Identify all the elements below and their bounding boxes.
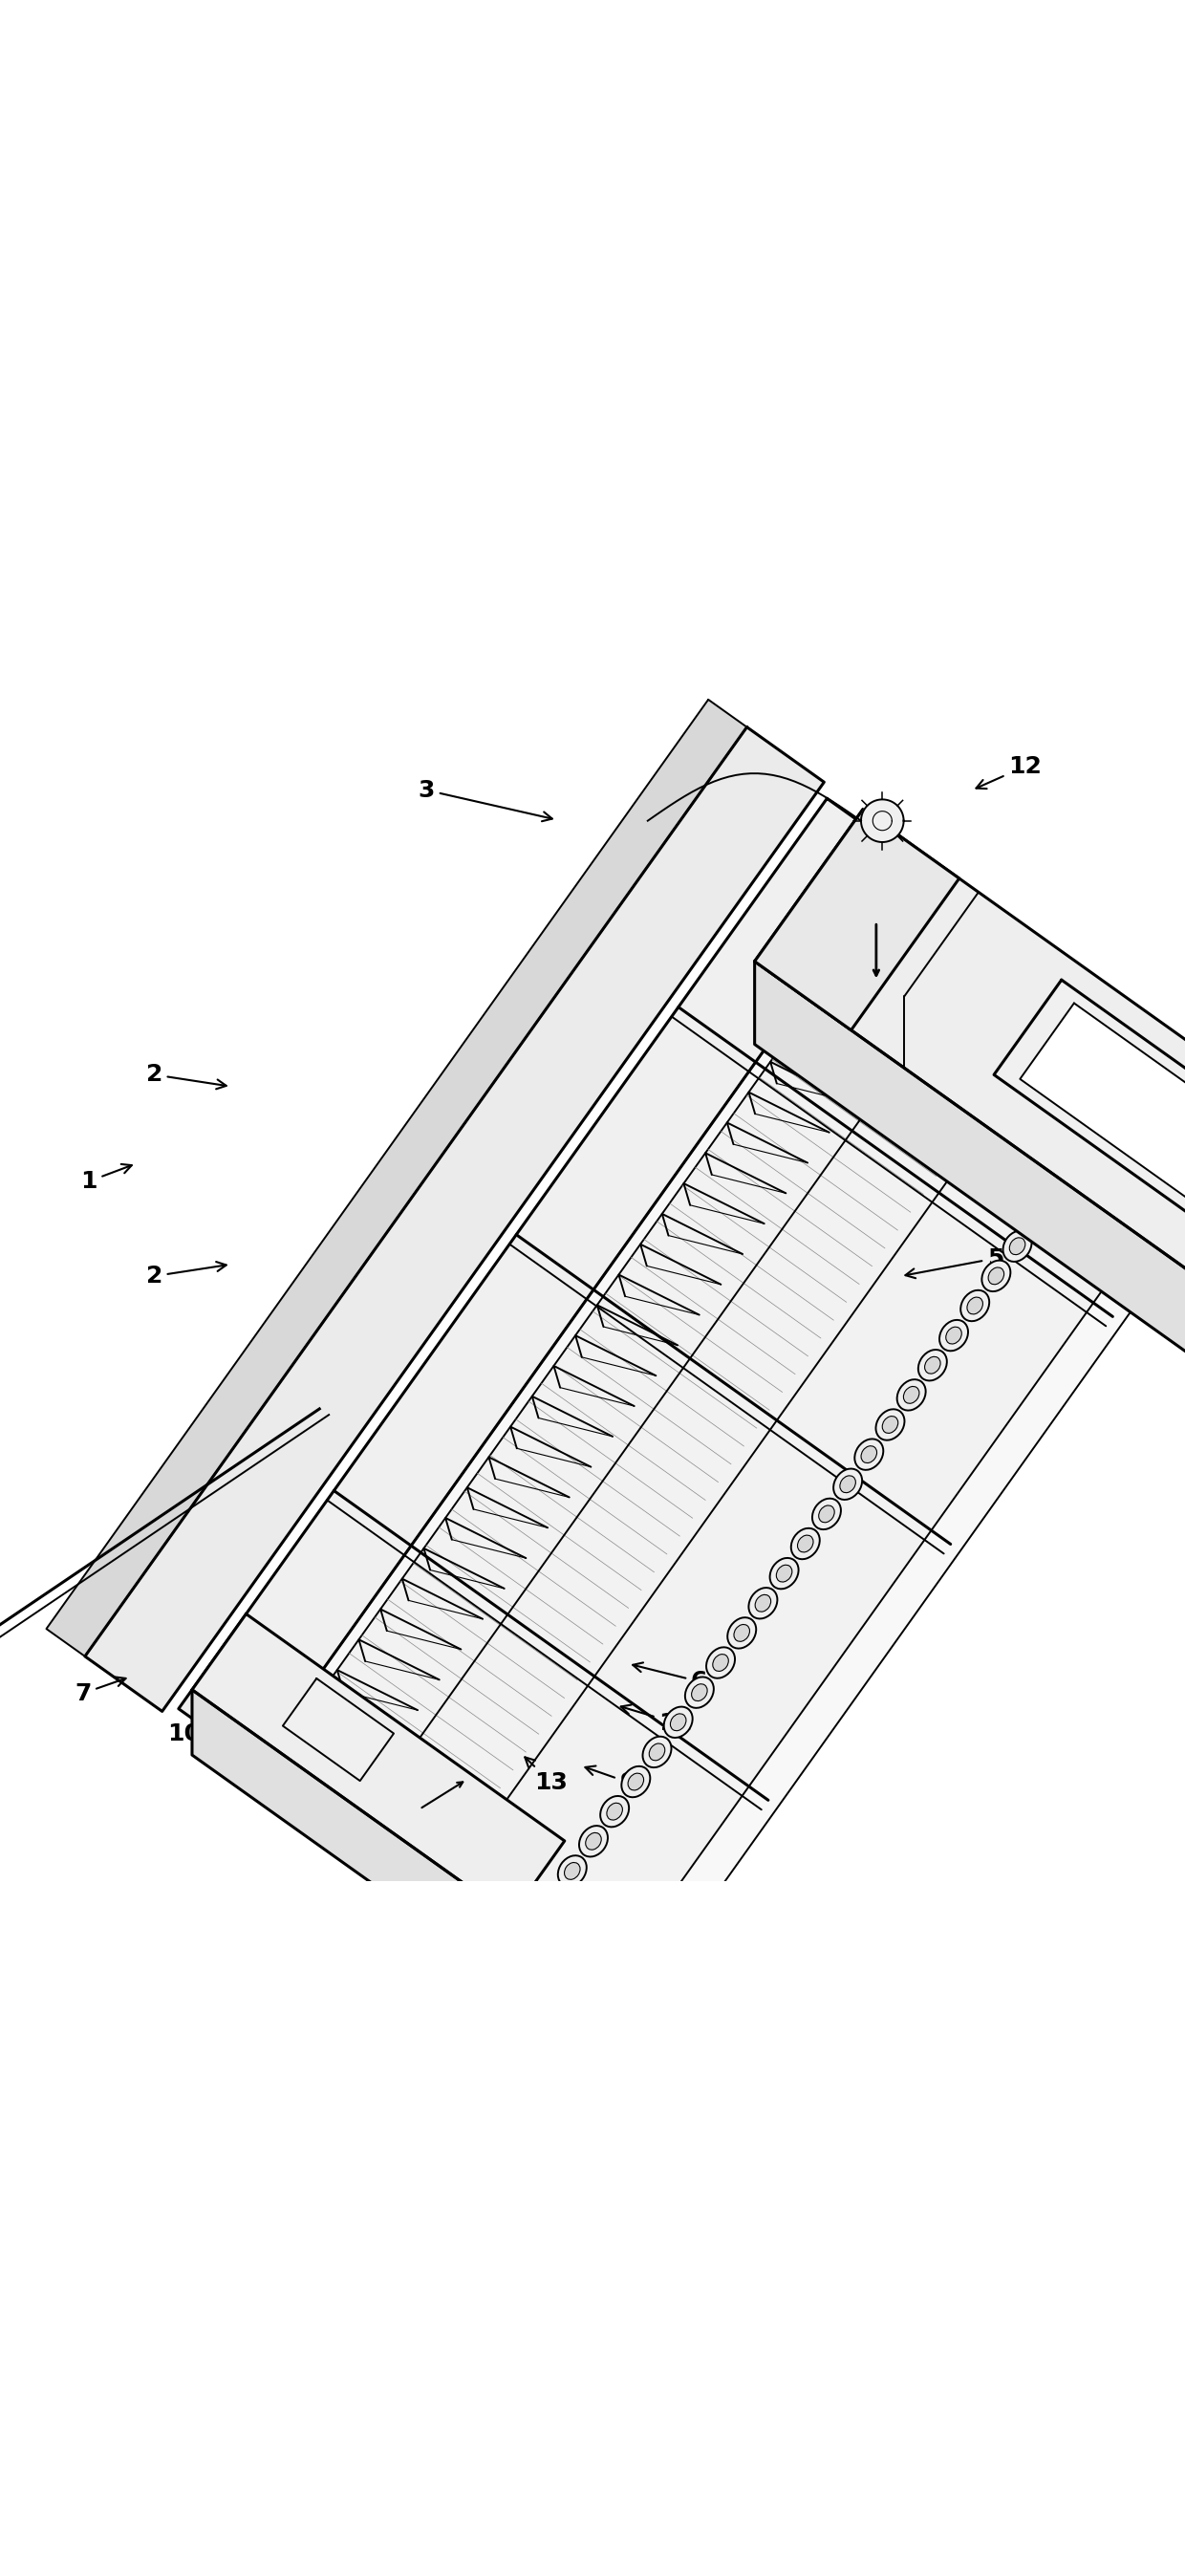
Ellipse shape [988,1267,1004,1285]
Text: 7: 7 [75,1677,126,1705]
Ellipse shape [819,1504,834,1522]
Ellipse shape [770,1558,799,1589]
Ellipse shape [558,1855,587,1886]
Ellipse shape [543,1893,559,1909]
Polygon shape [85,726,824,1710]
Polygon shape [755,961,1185,1368]
Ellipse shape [861,1445,877,1463]
Text: 2: 2 [146,1064,226,1090]
Ellipse shape [946,1327,962,1345]
Ellipse shape [1045,1172,1074,1203]
Polygon shape [256,853,1185,2025]
Ellipse shape [776,1566,792,1582]
Ellipse shape [621,1767,651,1798]
Text: 11: 11 [621,1705,692,1734]
Ellipse shape [967,1298,982,1314]
Ellipse shape [833,1468,863,1499]
Polygon shape [994,979,1185,1226]
Text: 8: 8 [448,1801,465,1834]
Ellipse shape [798,1535,813,1553]
Ellipse shape [1066,1141,1095,1172]
Ellipse shape [1031,1208,1046,1226]
Text: 9: 9 [585,1767,636,1793]
Ellipse shape [642,1736,672,1767]
Ellipse shape [1003,1231,1032,1262]
Ellipse shape [1130,1051,1159,1082]
Ellipse shape [1024,1200,1052,1231]
Ellipse shape [883,1417,898,1432]
Ellipse shape [685,1677,713,1708]
Ellipse shape [812,1499,841,1530]
Ellipse shape [1010,1236,1025,1255]
Polygon shape [273,878,1185,1994]
Ellipse shape [1109,1082,1138,1113]
Polygon shape [1020,1002,1185,1203]
Ellipse shape [749,1587,777,1618]
Ellipse shape [840,1476,856,1492]
Ellipse shape [734,1625,750,1641]
Ellipse shape [628,1772,643,1790]
Ellipse shape [961,1291,989,1321]
Ellipse shape [1136,1059,1152,1077]
Ellipse shape [664,1708,692,1739]
Ellipse shape [1115,1090,1132,1105]
Ellipse shape [924,1358,941,1373]
Text: 3: 3 [418,778,552,822]
Polygon shape [46,701,747,1656]
Ellipse shape [876,1409,904,1440]
Ellipse shape [1074,1149,1089,1164]
Ellipse shape [706,1646,735,1677]
Ellipse shape [854,1440,883,1471]
Polygon shape [755,809,959,1030]
Text: 6: 6 [633,1662,707,1692]
Ellipse shape [515,1914,544,1945]
Text: 12: 12 [976,755,1042,788]
Ellipse shape [579,1826,608,1857]
Ellipse shape [1094,1118,1110,1136]
Ellipse shape [940,1319,968,1350]
Ellipse shape [792,1528,820,1558]
Ellipse shape [1052,1177,1068,1195]
Text: 13: 13 [525,1757,568,1793]
Polygon shape [179,799,904,1765]
Ellipse shape [671,1713,686,1731]
Polygon shape [192,1615,564,1917]
Text: 6: 6 [834,1015,909,1046]
Polygon shape [861,799,904,842]
Text: 5: 5 [905,1247,1004,1278]
Polygon shape [283,1680,393,1780]
Ellipse shape [537,1886,565,1917]
Polygon shape [755,809,1185,1285]
Ellipse shape [607,1803,622,1821]
Text: 1: 1 [81,1164,132,1193]
Ellipse shape [712,1654,729,1672]
Text: 10: 10 [167,1716,262,1744]
Ellipse shape [982,1260,1011,1291]
Ellipse shape [601,1795,629,1826]
Ellipse shape [649,1744,665,1759]
Ellipse shape [585,1832,601,1850]
Ellipse shape [897,1378,925,1412]
Ellipse shape [903,1386,920,1404]
Ellipse shape [1088,1113,1116,1144]
Polygon shape [192,1690,511,1981]
Ellipse shape [521,1922,538,1940]
Polygon shape [414,1847,462,1929]
Ellipse shape [564,1862,581,1880]
Text: 6: 6 [965,1092,1039,1123]
Text: 2: 2 [146,1262,226,1288]
Text: 4: 4 [965,1151,1039,1182]
Ellipse shape [918,1350,947,1381]
Ellipse shape [728,1618,756,1649]
Polygon shape [299,1765,346,1847]
Ellipse shape [692,1685,707,1700]
Ellipse shape [755,1595,771,1613]
